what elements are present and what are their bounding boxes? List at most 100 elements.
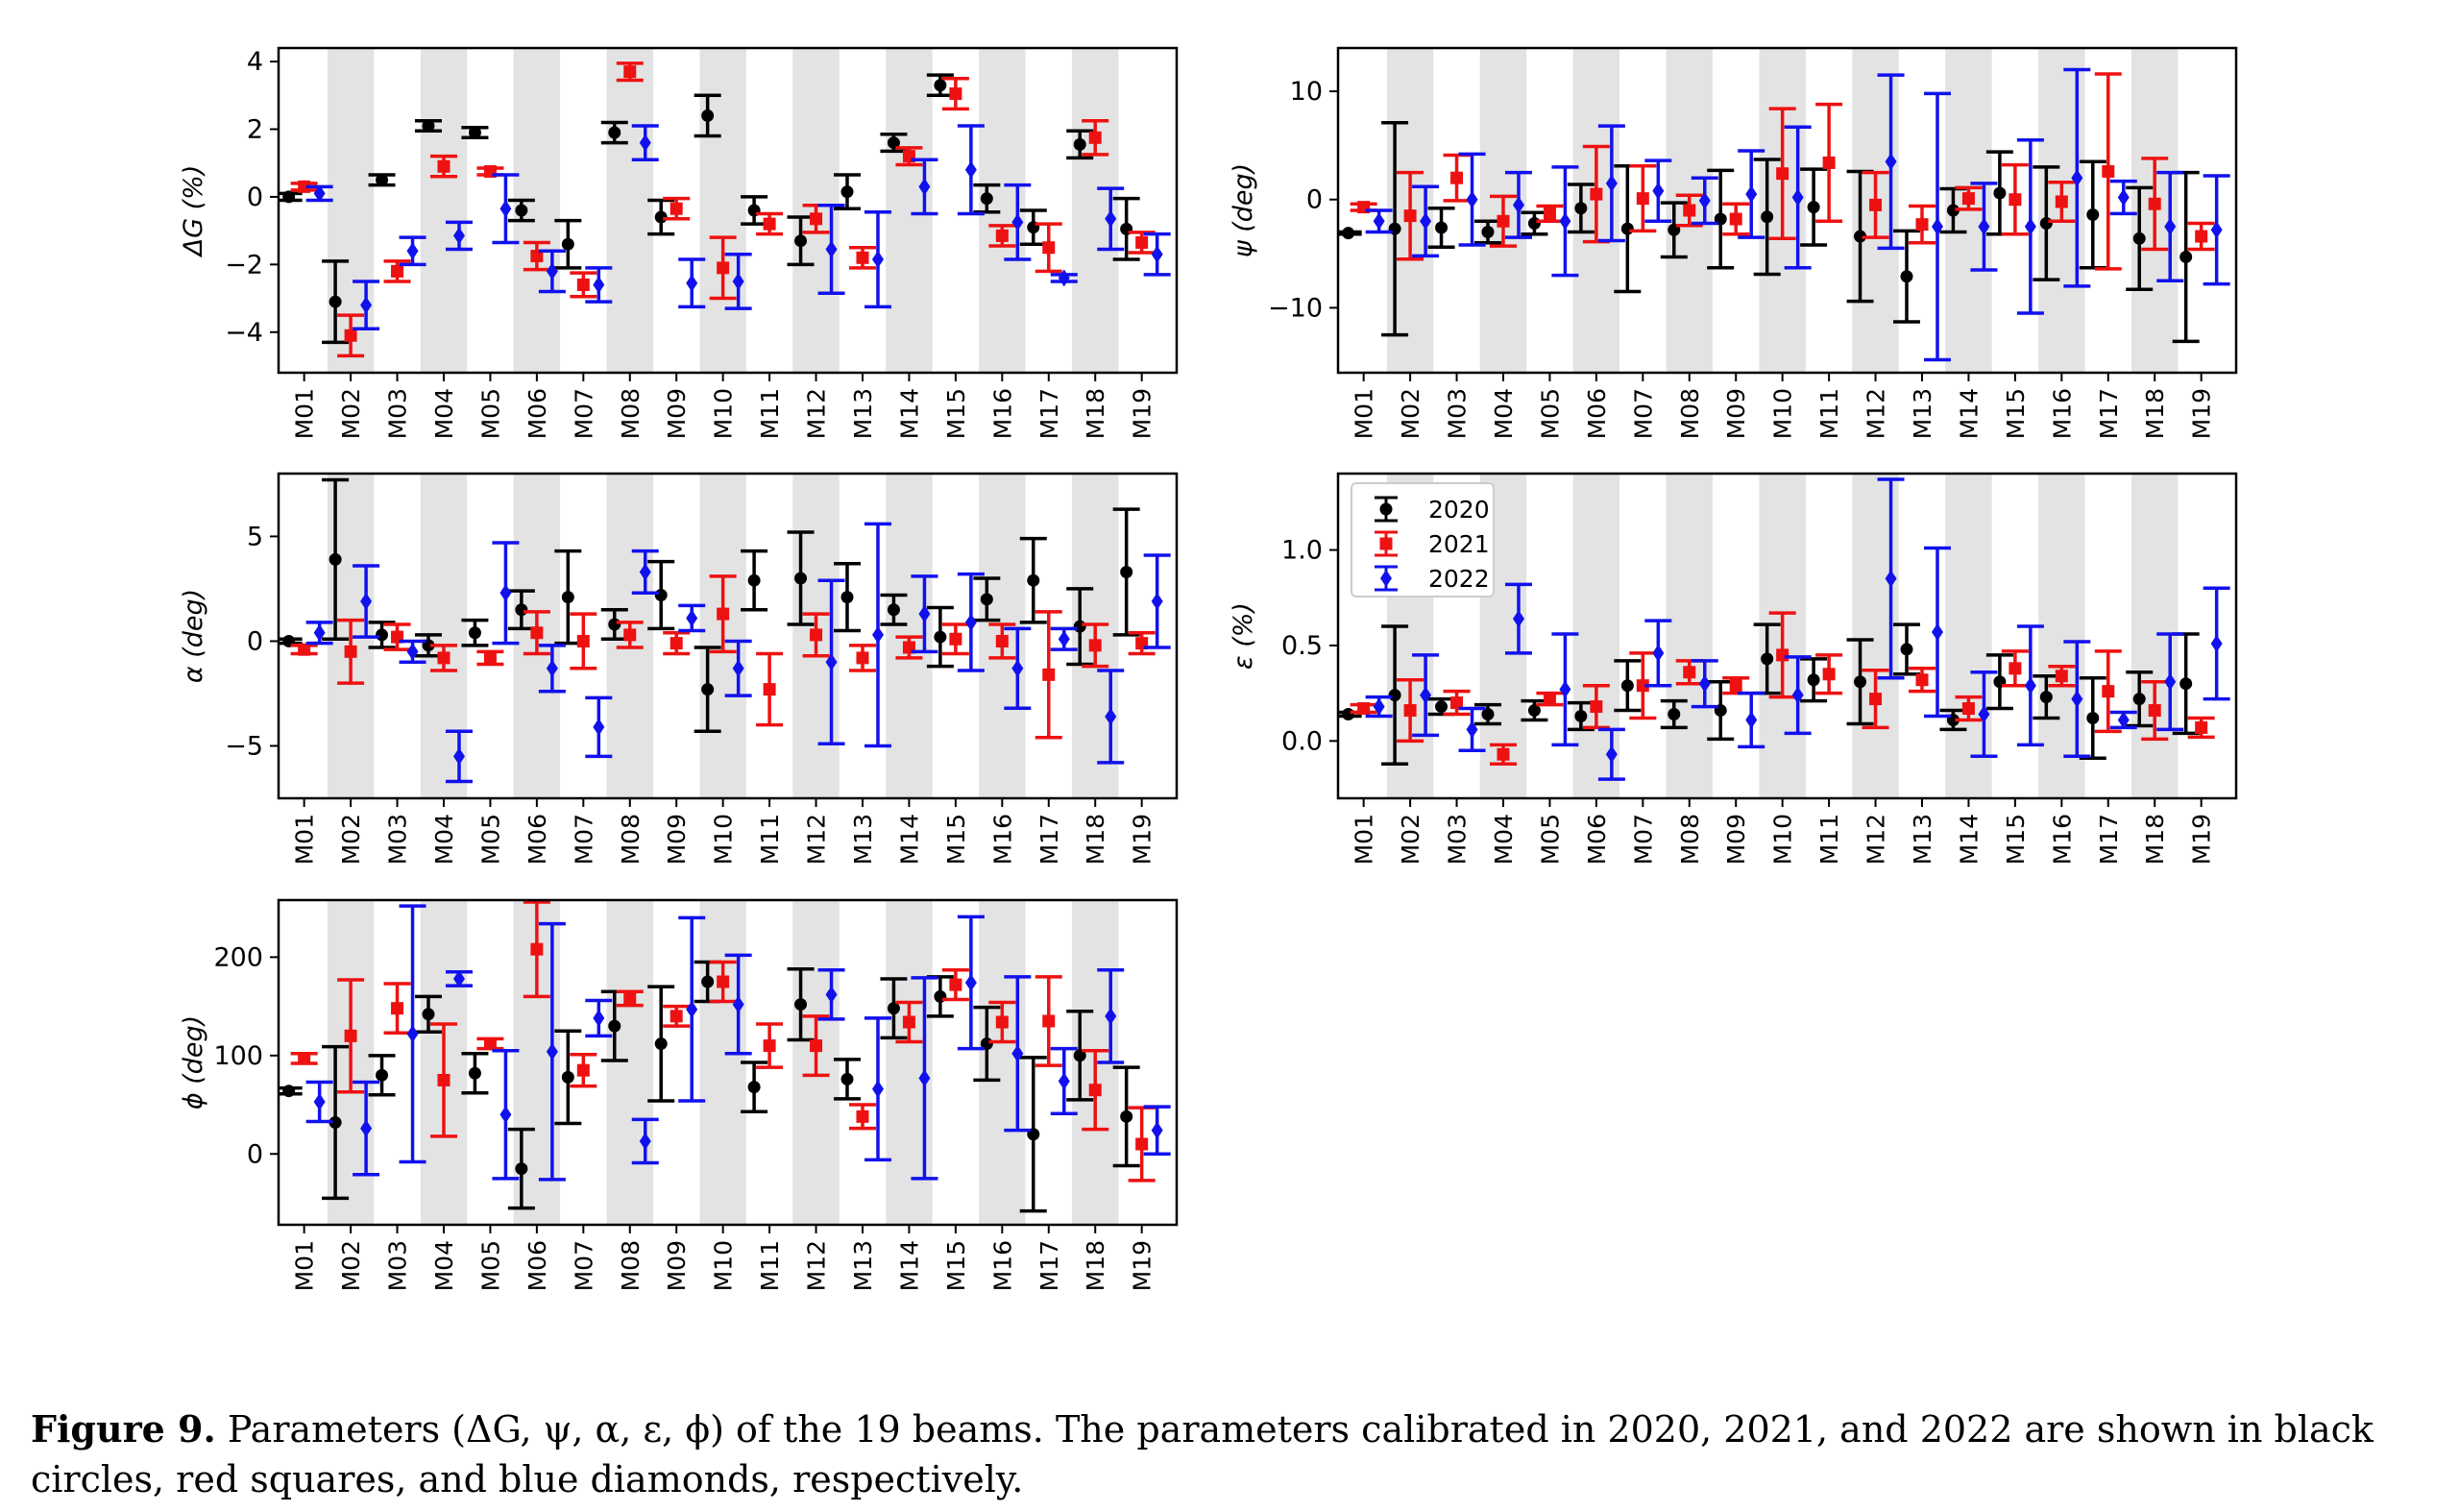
point-2021-square bbox=[763, 683, 776, 696]
point-2020-circle bbox=[422, 1008, 435, 1021]
x-tick-label: M18 bbox=[2141, 814, 2169, 865]
x-tick-label: M07 bbox=[1629, 388, 1657, 439]
point-2020-circle bbox=[980, 593, 993, 606]
point-2020-circle bbox=[561, 591, 574, 604]
point-2022-diamond bbox=[360, 1119, 373, 1137]
legend-marker-circle bbox=[1379, 502, 1393, 516]
point-2020-circle bbox=[376, 1068, 389, 1082]
x-tick-label: M05 bbox=[476, 814, 504, 865]
point-2022-diamond bbox=[1791, 686, 1804, 704]
point-2022-diamond bbox=[546, 659, 558, 677]
x-tick-label: M11 bbox=[756, 388, 784, 439]
point-2022-diamond bbox=[1745, 185, 1758, 204]
axes-frame bbox=[277, 46, 1179, 375]
x-tick-label: M04 bbox=[430, 1240, 458, 1291]
point-2021-square bbox=[298, 180, 311, 193]
point-2022-diamond bbox=[964, 613, 977, 631]
x-tick-label: M05 bbox=[1536, 814, 1564, 865]
point-2022-diamond bbox=[499, 1106, 512, 1124]
point-2021-square bbox=[949, 632, 962, 646]
x-tick-label: M15 bbox=[2002, 814, 2030, 865]
point-2021-square bbox=[437, 651, 450, 665]
y-tick-label: 0.0 bbox=[1281, 726, 1323, 756]
point-2022-diamond bbox=[406, 242, 419, 260]
x-tick-label: M12 bbox=[1863, 388, 1890, 439]
x-tick-label: M10 bbox=[1769, 814, 1797, 865]
series-2022 bbox=[305, 904, 1171, 1182]
point-2020-circle bbox=[1388, 689, 1401, 702]
point-2020-circle bbox=[840, 591, 854, 604]
y-tick-label: 100 bbox=[213, 1041, 263, 1071]
point-2020-circle bbox=[1761, 210, 1774, 224]
point-2022-diamond bbox=[2210, 221, 2223, 239]
point-2020-circle bbox=[2086, 711, 2100, 724]
point-2022-diamond bbox=[499, 584, 512, 602]
y-tick-label: 1.0 bbox=[1281, 536, 1323, 566]
beam-band bbox=[1666, 474, 1713, 798]
x-tick-label: M09 bbox=[663, 1240, 691, 1291]
point-2022-diamond bbox=[686, 274, 698, 292]
point-2020-circle bbox=[1481, 226, 1495, 239]
point-2020-circle bbox=[1342, 227, 1355, 240]
point-2022-diamond bbox=[1605, 174, 1618, 192]
point-2021-square bbox=[576, 1063, 590, 1077]
point-2021-square bbox=[1683, 666, 1696, 679]
x-tick-label: M17 bbox=[1035, 1240, 1063, 1291]
point-2022-diamond bbox=[1652, 644, 1665, 662]
point-2022-diamond bbox=[1105, 209, 1117, 228]
point-2022-diamond bbox=[1420, 212, 1432, 231]
point-2022-diamond bbox=[2024, 676, 2036, 695]
x-tick-label: M17 bbox=[1035, 388, 1063, 439]
point-2020-circle bbox=[608, 1019, 621, 1033]
point-2022-diamond bbox=[313, 1092, 326, 1110]
point-2021-square bbox=[344, 1029, 357, 1042]
point-2020-circle bbox=[329, 295, 342, 308]
point-2020-circle bbox=[2132, 232, 2146, 245]
y-tick-label: 0.5 bbox=[1281, 631, 1323, 661]
point-2020-circle bbox=[422, 119, 435, 133]
legend-marker-diamond bbox=[1380, 570, 1392, 587]
series-2022 bbox=[1365, 477, 2230, 781]
x-tick-label: M08 bbox=[1676, 814, 1704, 865]
point-2021-square bbox=[1822, 668, 1836, 681]
x-tick-label: M06 bbox=[523, 1240, 551, 1291]
point-2021-square bbox=[344, 329, 357, 342]
point-2020-circle bbox=[1993, 186, 2007, 200]
x-tick-label: M07 bbox=[1629, 814, 1657, 865]
x-tick-label: M15 bbox=[2002, 388, 2030, 439]
legend-marker-square bbox=[1379, 537, 1393, 550]
x-tick-label: M07 bbox=[570, 814, 597, 865]
point-2022-diamond bbox=[1105, 1007, 1117, 1025]
point-2021-square bbox=[670, 1010, 683, 1023]
x-tick-label: M13 bbox=[849, 1240, 877, 1291]
point-2021-square bbox=[810, 212, 823, 226]
point-2022-diamond bbox=[546, 262, 558, 280]
point-2020-circle bbox=[1900, 270, 1913, 283]
point-2020-circle bbox=[840, 1072, 854, 1085]
point-2022-diamond bbox=[964, 160, 977, 179]
point-2020-circle bbox=[1527, 217, 1541, 231]
x-tick-label: M11 bbox=[1815, 388, 1843, 439]
point-2022-diamond bbox=[639, 134, 651, 152]
point-2020-circle bbox=[561, 237, 574, 251]
point-2021-square bbox=[1961, 702, 1975, 716]
x-tick-label: M15 bbox=[942, 814, 970, 865]
point-2022-diamond bbox=[1978, 705, 1990, 723]
point-2020-circle bbox=[608, 126, 621, 139]
point-2020-circle bbox=[2179, 677, 2193, 691]
point-2020-circle bbox=[1073, 1049, 1086, 1062]
point-2021-square bbox=[763, 217, 776, 231]
point-2021-square bbox=[1961, 192, 1975, 206]
point-2020-circle bbox=[701, 975, 715, 988]
point-2021-square bbox=[2055, 670, 2068, 683]
x-tick-label: M06 bbox=[1583, 388, 1611, 439]
point-2021-square bbox=[2055, 195, 2068, 208]
x-tick-label: M02 bbox=[337, 814, 365, 865]
point-2021-square bbox=[1915, 673, 1929, 687]
point-2020-circle bbox=[1807, 201, 1820, 214]
point-2021-square bbox=[2148, 704, 2161, 718]
point-2022-diamond bbox=[1605, 745, 1618, 764]
point-2021-square bbox=[856, 651, 869, 665]
point-2022-diamond bbox=[1058, 630, 1070, 648]
